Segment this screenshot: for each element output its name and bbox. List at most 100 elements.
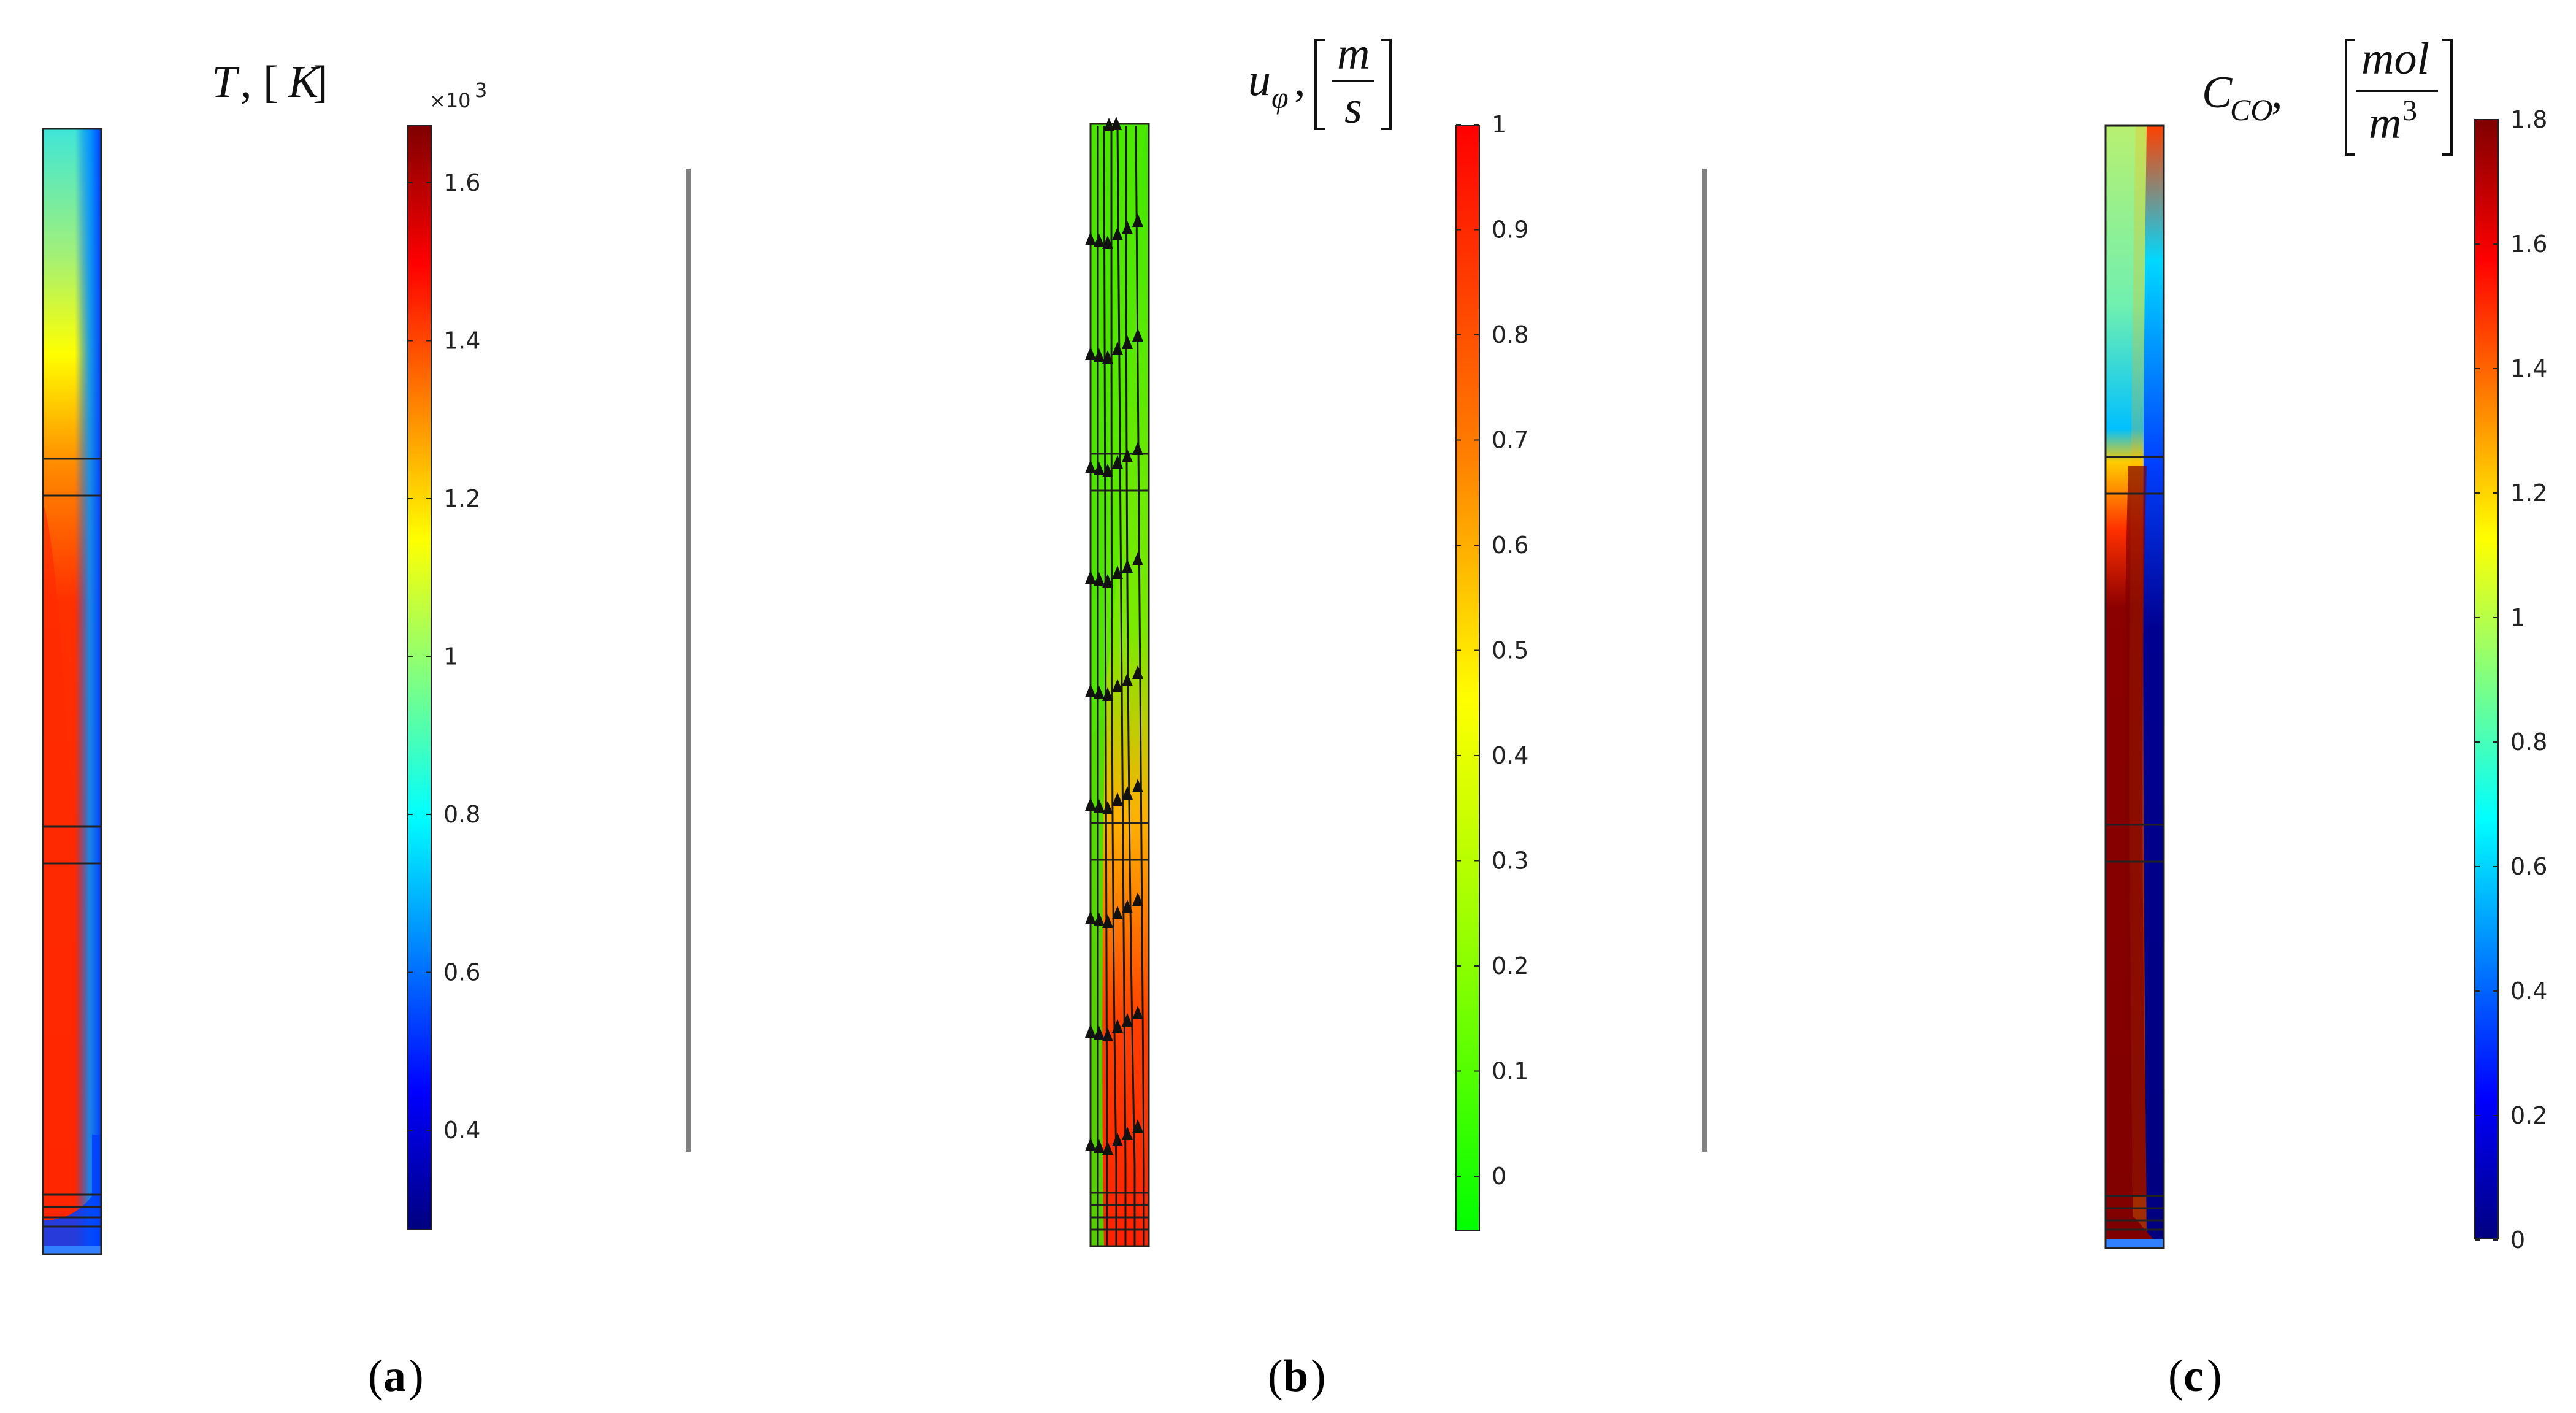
- quantity-symbol: T: [212, 57, 240, 107]
- colorbar-tick-label: 0.6: [443, 959, 480, 986]
- flow-arrow: [1132, 442, 1143, 455]
- svg-text:): ): [1311, 1351, 1326, 1401]
- colorbar-tick-label: 0.4: [1492, 742, 1528, 769]
- co-concentration-field: [2104, 124, 2165, 1249]
- panel-b-title: u φ , m s: [1248, 29, 1392, 133]
- flow-arrow: [1112, 342, 1123, 355]
- colorbar-c: 1.8 1.6 1.4 1.2 1 0.8 0.6 0.4 0.2 0: [2474, 106, 2547, 1254]
- flow-arrow: [1085, 460, 1096, 473]
- flow-arrow: [1132, 1119, 1143, 1133]
- flow-arrow: [1102, 801, 1113, 814]
- svg-text:): ): [408, 1351, 424, 1401]
- colorbar-tick-label: 0.6: [1492, 532, 1528, 559]
- flow-arrow: [1132, 213, 1143, 227]
- flow-arrow: [1112, 906, 1123, 919]
- unit-denominator: m: [2369, 98, 2401, 148]
- colorbar-tick-label: 0.1: [1492, 1058, 1528, 1085]
- colorbar-tick-label: 0.2: [1492, 952, 1528, 979]
- colorbar-tick-label: 0.8: [1492, 321, 1528, 348]
- flow-arrow: [1085, 797, 1096, 811]
- flow-arrow: [1094, 348, 1105, 362]
- colorbar-tick-label: 1.4: [443, 327, 480, 354]
- unit-numerator: mol: [2361, 34, 2429, 84]
- flow-arrow: [1132, 892, 1143, 906]
- svg-text:, [: , [: [240, 57, 278, 107]
- caption-letter: c: [2183, 1351, 2204, 1401]
- colorbar-b: 1 0.9 0.8 0.7 0.6 0.5 0.4 0.3 0.2 0.1 0: [1455, 111, 1528, 1231]
- colorbar-tick-label: 0.4: [443, 1117, 480, 1144]
- colorbar-tick-label: 1.4: [2510, 355, 2547, 382]
- flow-arrow: [1094, 1026, 1105, 1040]
- colorbar-tick-label: 0.8: [2510, 729, 2547, 756]
- flow-arrow: [1094, 234, 1105, 247]
- flow-arrow: [1085, 1024, 1096, 1038]
- quantity-subscript: CO: [2230, 93, 2272, 127]
- flow-arrow: [1085, 347, 1096, 360]
- flow-arrow: [1122, 221, 1133, 234]
- flow-arrow: [1102, 1028, 1113, 1041]
- temperature-field: [42, 128, 102, 1255]
- colorbar-a: ×10 3 1.6 1.4 1.2 1 0.8 0.6 0.4: [407, 78, 487, 1230]
- flow-arrow: [1094, 462, 1105, 475]
- flow-arrow: [1122, 559, 1133, 573]
- colorbar-tick-label: 0: [2510, 1227, 2525, 1254]
- panel-c: C CO , mol m 3 1.8 1.6 1.4 1.2 1 0.8 0.6 0.4 0.2…: [2104, 34, 2547, 1254]
- colorbar-exponent: 3: [475, 78, 487, 102]
- colorbar-tick-label: 0.4: [2510, 978, 2547, 1005]
- caption-a: ( a ): [368, 1351, 424, 1401]
- flow-arrow: [1085, 232, 1096, 245]
- colorbar-tick-label: 1.6: [2510, 231, 2547, 258]
- flow-arrow: [1132, 1006, 1143, 1019]
- svg-text:,: ,: [2271, 67, 2283, 118]
- quantity-subscript: φ: [1271, 80, 1289, 115]
- svg-text:(: (: [368, 1351, 383, 1401]
- flow-arrow: [1112, 679, 1123, 692]
- colorbar-tick-label: 0.6: [2510, 853, 2547, 880]
- velocity-field: [1085, 117, 1150, 1247]
- flow-arrow: [1094, 572, 1105, 586]
- svg-text:(: (: [1268, 1351, 1283, 1401]
- flow-arrow: [1112, 792, 1123, 806]
- flow-arrow: [1122, 1127, 1133, 1140]
- flow-arrow: [1122, 449, 1133, 462]
- flow-arrow: [1094, 799, 1105, 813]
- streamline: [1125, 125, 1136, 1246]
- flow-arrow: [1102, 236, 1113, 249]
- flow-arrow: [1112, 1019, 1123, 1033]
- svg-text:): ): [2207, 1351, 2222, 1401]
- quantity-symbol: u: [1248, 55, 1271, 105]
- colorbar-tick-label: 0.2: [2510, 1102, 2547, 1129]
- flow-arrow: [1085, 684, 1096, 697]
- panel-a-title: T , [ K ]: [212, 57, 328, 107]
- flow-arrow: [1102, 464, 1113, 477]
- colorbar-tick-label: 0.3: [1492, 848, 1528, 875]
- streamline: [1110, 125, 1117, 1246]
- caption-b: ( b ): [1268, 1351, 1326, 1401]
- flow-arrow: [1085, 570, 1096, 584]
- unit-numerator: m: [1337, 29, 1370, 79]
- flow-arrow: [1132, 328, 1143, 342]
- flow-arrow: [1102, 687, 1113, 701]
- colorbar-tick-label: 0: [1492, 1163, 1506, 1190]
- colorbar-tick-label: 1.2: [443, 485, 480, 512]
- unit-exponent: 3: [2402, 94, 2417, 127]
- colorbar-tick-label: 0.5: [1492, 637, 1528, 664]
- panel-c-title: C CO , mol m 3: [2202, 34, 2453, 156]
- colorbar-tick-label: 1.6: [443, 169, 480, 196]
- svg-text:,: ,: [1294, 55, 1306, 105]
- panel-a: T , [ K ] ×10 3 1.6 1.4 1.2 1 0.8 0.6 0.4: [42, 57, 487, 1255]
- unit-symbol: K: [288, 57, 321, 107]
- colorbar-tick-label: 0.9: [1492, 216, 1528, 243]
- flow-arrow: [1132, 665, 1143, 679]
- flow-arrow: [1122, 1013, 1133, 1027]
- flow-arrow: [1112, 565, 1123, 579]
- flow-arrow: [1102, 1141, 1113, 1155]
- flow-arrow: [1112, 1133, 1123, 1146]
- flow-arrow: [1085, 1138, 1096, 1151]
- caption-letter: b: [1283, 1351, 1308, 1401]
- unit-denominator: s: [1344, 83, 1362, 133]
- svg-text:(: (: [2168, 1351, 2183, 1401]
- colorbar-tick-label: 1: [443, 643, 458, 670]
- flow-arrow: [1102, 350, 1113, 364]
